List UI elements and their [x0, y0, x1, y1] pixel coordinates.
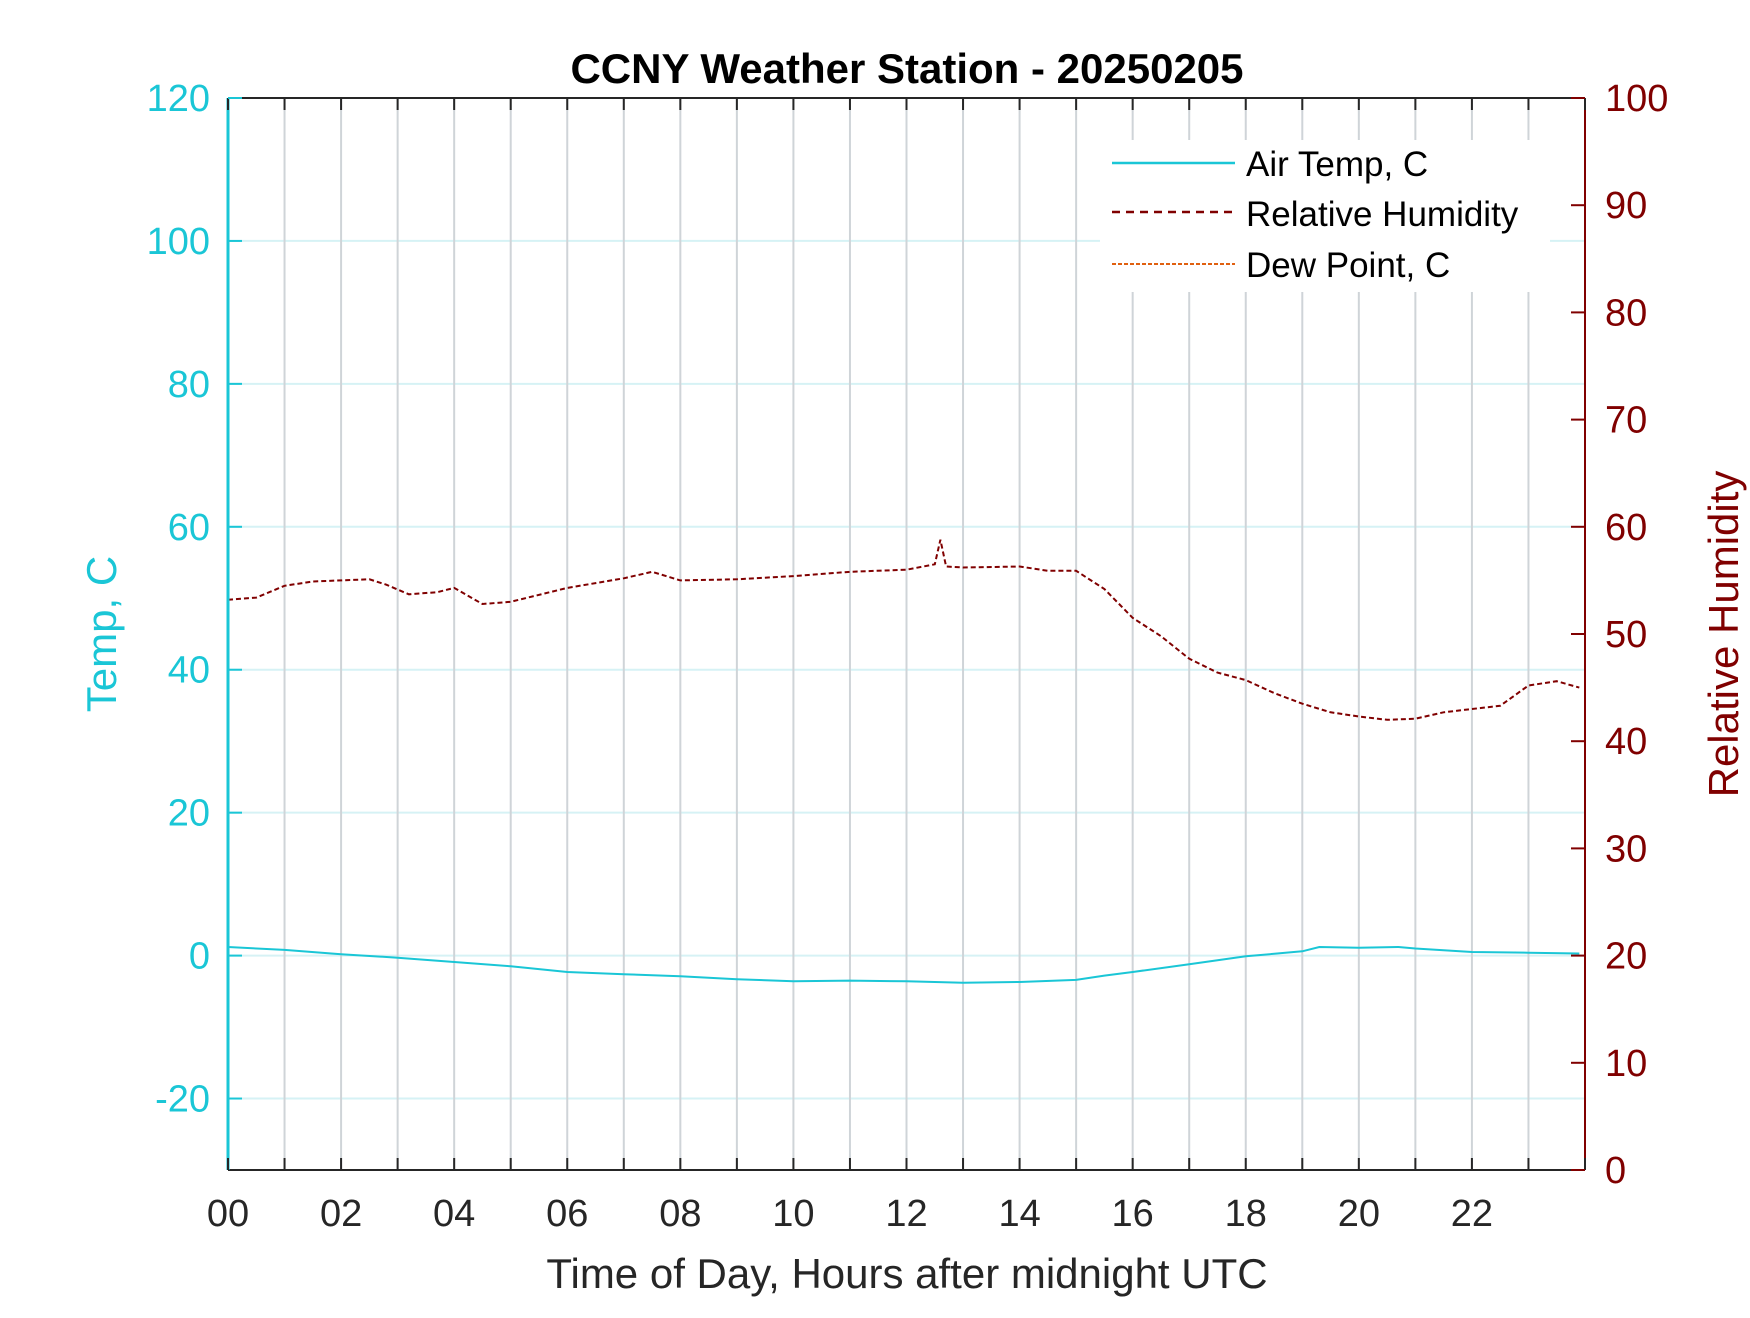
series-line-air-temp — [227, 945, 1580, 984]
legend-box — [1100, 140, 1550, 292]
y-tick-label-right: 0 — [1605, 1150, 1626, 1192]
grid-layer — [228, 97, 1585, 1170]
y-tick-label-right: 30 — [1605, 828, 1647, 870]
x-tick-label: 18 — [1225, 1193, 1267, 1235]
legend: Air Temp, C Relative Humidity Dew Point,… — [1100, 140, 1550, 292]
y-tick-label-left: 80 — [168, 364, 210, 406]
x-tick-label: 00 — [207, 1193, 249, 1235]
series-line-relative-humidity — [227, 539, 1580, 721]
legend-label-dew-point: Dew Point, C — [1246, 246, 1450, 285]
x-tick-label: 12 — [885, 1193, 927, 1235]
legend-label-humidity: Relative Humidity — [1246, 195, 1519, 234]
x-tick-label: 14 — [998, 1193, 1040, 1235]
y-tick-label-right: 90 — [1605, 185, 1647, 227]
y-tick-label-right: 70 — [1605, 400, 1647, 442]
y-tick-label-right: 20 — [1605, 936, 1647, 978]
y-tick-label-right: 100 — [1605, 78, 1668, 120]
chart-title: CCNY Weather Station - 20250205 — [570, 45, 1243, 92]
series-layer — [227, 539, 1580, 984]
x-tick-label: 04 — [433, 1193, 475, 1235]
y-tick-label-left: 120 — [147, 78, 210, 120]
x-tick-label: 08 — [659, 1193, 701, 1235]
x-tick-label: 10 — [772, 1193, 814, 1235]
y-axis-label-left: Temp, C — [78, 556, 125, 712]
x-tick-label: 20 — [1338, 1193, 1380, 1235]
y-tick-label-right: 10 — [1605, 1043, 1647, 1085]
x-tick-label: 06 — [546, 1193, 588, 1235]
legend-label-air-temp: Air Temp, C — [1246, 145, 1428, 184]
x-axis-label: Time of Day, Hours after midnight UTC — [546, 1250, 1267, 1297]
y-tick-label-right: 60 — [1605, 507, 1647, 549]
y-tick-label-left: 60 — [168, 507, 210, 549]
y-tick-label-right: 40 — [1605, 721, 1647, 763]
y-axis-label-right: Relative Humidity — [1700, 471, 1747, 798]
x-tick-label: 16 — [1112, 1193, 1154, 1235]
y-tick-label-left: -20 — [155, 1079, 210, 1121]
y-tick-label-left: 40 — [168, 650, 210, 692]
y-tick-label-left: 20 — [168, 793, 210, 835]
y-tick-label-right: 80 — [1605, 292, 1647, 334]
x-tick-label: 22 — [1451, 1193, 1493, 1235]
y-tick-label-left: 100 — [147, 221, 210, 263]
axes-layer: 00 02 04 06 08 10 12 14 16 18 20 22-200204060801001… — [147, 78, 1669, 1235]
y-tick-label-right: 50 — [1605, 614, 1647, 656]
y-tick-label-left: 0 — [189, 936, 210, 978]
x-tick-label: 02 — [320, 1193, 362, 1235]
